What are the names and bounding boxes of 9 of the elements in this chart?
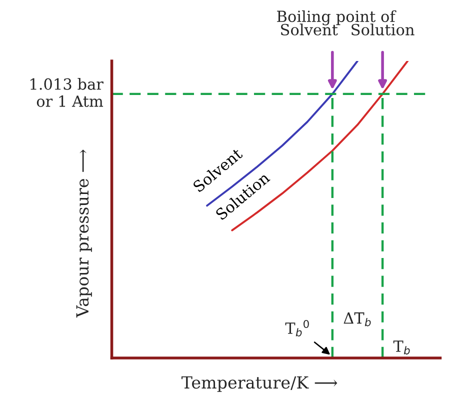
text: Vapour pressure ⟶ [76, 150, 92, 318]
x-axis-title: Temperature/K ⟶ [182, 376, 338, 392]
text: Solution [352, 24, 414, 36]
annotation: T$_{b}$$^{0}$ [285, 320, 309, 336]
annotation: ΔT$_{b}$ [344, 312, 371, 326]
ref-line-label: 1.013 bar or 1 Atm [30, 78, 104, 107]
annotation: T$_{b}$ [393, 340, 410, 354]
text: Boiling point of [277, 10, 396, 26]
text: Solvent [281, 24, 338, 36]
